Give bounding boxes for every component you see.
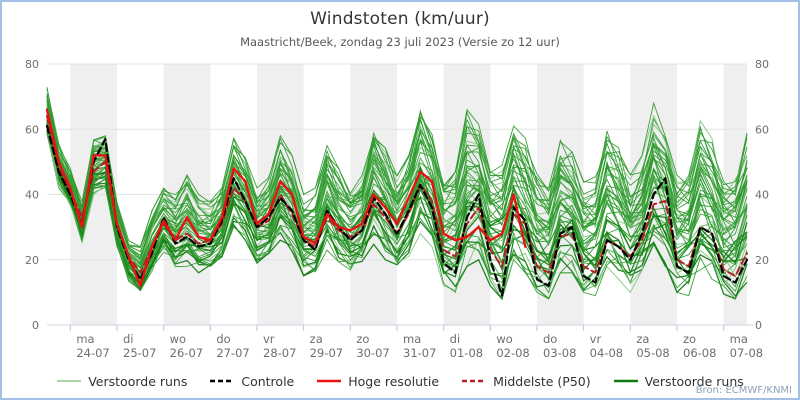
x-axis-date-label: 27-07 <box>216 346 249 360</box>
x-axis-weekday-label: zo <box>683 332 696 346</box>
legend-item-controle: Controle <box>209 374 294 389</box>
x-axis-weekday-label: do <box>216 332 230 346</box>
x-axis-weekday-label: do <box>543 332 557 346</box>
source-credit: Bron: ECMWF/KNMI <box>695 385 792 396</box>
x-axis-weekday-label: zo <box>356 332 369 346</box>
x-axis-date-label: 25-07 <box>123 346 156 360</box>
legend-item-verstoorde-runs: Verstoorde runs <box>56 374 187 389</box>
legend-marker-middelste-p50 <box>462 379 487 383</box>
ensemble-member-line <box>46 103 748 275</box>
x-axis-weekday-label: ma <box>76 332 94 346</box>
control-line <box>45 124 749 297</box>
ensemble-member-line <box>46 97 748 269</box>
x-axis-weekday-label: wo <box>170 332 186 346</box>
y-axis-label-right: 20 <box>755 254 769 267</box>
ensemble-member-line <box>46 96 748 267</box>
x-axis-date-label: 02-08 <box>496 346 529 360</box>
x-axis-weekday-label: di <box>450 332 461 346</box>
legend-item-middelste-p50: Middelste (P50) <box>461 374 591 389</box>
x-axis-weekday-label: di <box>123 332 134 346</box>
y-axis-label-left: 0 <box>32 319 39 332</box>
legend-marker-hoge-resolutie <box>317 379 342 383</box>
legend-marker-verstoorde-runs <box>613 379 638 383</box>
high-resolution-line <box>45 108 527 288</box>
legend-label: Middelste (P50) <box>493 373 591 389</box>
x-axis-date-label: 28-07 <box>263 346 296 360</box>
legend-label: Verstoorde runs <box>88 373 188 389</box>
x-axis-weekday-label: ma <box>403 332 421 346</box>
y-axis-label-left: 60 <box>25 123 39 136</box>
ensemble-member-line <box>46 93 748 248</box>
x-axis-date-label: 29-07 <box>310 346 343 360</box>
ensemble-member-line <box>46 119 748 280</box>
ensemble-member-line <box>46 93 748 262</box>
x-axis-weekday-label: ma <box>730 332 748 346</box>
x-axis-date-label: 05-08 <box>636 346 669 360</box>
x-axis-date-label: 03-08 <box>543 346 576 360</box>
legend-label: Controle <box>241 373 295 389</box>
y-axis-label-right: 80 <box>755 58 769 71</box>
x-axis-date-label: 30-07 <box>356 346 389 360</box>
x-axis-date-label: 07-08 <box>730 346 763 360</box>
chart-subtitle: Maastricht/Beek, zondag 23 juli 2023 (Ve… <box>240 35 560 49</box>
chart-header: Windstoten (km/uur) Maastricht/Beek, zon… <box>2 9 798 49</box>
x-axis-weekday-label: vr <box>263 332 275 346</box>
x-axis-weekday-label: za <box>310 332 323 346</box>
y-axis-label-left: 20 <box>25 254 39 267</box>
legend-item-hoge-resolutie: Hoge resolutie <box>316 374 439 389</box>
x-axis-date-label: 31-07 <box>403 346 436 360</box>
y-axis-label-right: 0 <box>755 319 762 332</box>
chart-legend: Verstoorde runs Controle Hoge resolutie Mid… <box>2 372 798 390</box>
x-axis-weekday-label: vr <box>590 332 602 346</box>
x-axis-weekday-label: wo <box>496 332 512 346</box>
legend-marker-verstoorde-runs <box>57 380 82 382</box>
y-axis-label-right: 40 <box>755 189 769 202</box>
chart-title: Windstoten (km/uur) <box>310 9 490 29</box>
ensemble-member-line <box>46 124 748 289</box>
x-axis-date-label: 06-08 <box>683 346 716 360</box>
legend-item-verstoorde-runs: Verstoorde runs <box>613 374 744 389</box>
ensemble-member-line <box>46 86 748 259</box>
x-axis-date-label: 26-07 <box>170 346 203 360</box>
x-axis-date-label: 24-07 <box>76 346 109 360</box>
y-axis-label-right: 60 <box>755 123 769 136</box>
y-axis-label-left: 80 <box>25 58 39 71</box>
legend-marker-controle <box>210 379 235 383</box>
x-axis-date-label: 04-08 <box>590 346 623 360</box>
legend-label: Verstoorde runs <box>644 373 744 389</box>
ensemble-member-line <box>46 120 748 291</box>
ensemble-member-line <box>46 123 748 287</box>
x-axis-date-label: 01-08 <box>450 346 483 360</box>
y-axis-label-left: 40 <box>25 189 39 202</box>
legend-label: Hoge resolutie <box>348 373 440 389</box>
x-axis-weekday-label: za <box>636 332 649 346</box>
